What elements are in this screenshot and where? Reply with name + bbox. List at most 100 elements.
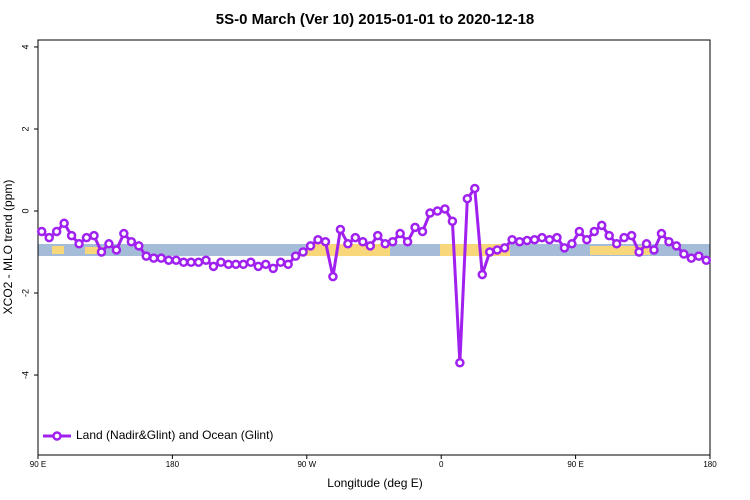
legend-marker	[52, 431, 62, 441]
point	[432, 206, 443, 216]
point	[387, 237, 398, 247]
point	[96, 247, 107, 257]
point	[171, 255, 181, 265]
legend-label: Land (Nadir&Glint) and Ocean (Glint)	[76, 428, 273, 442]
point	[484, 247, 495, 257]
x-tick-label: 90 W	[297, 460, 316, 469]
point	[634, 247, 644, 257]
point	[216, 257, 226, 268]
point	[178, 257, 189, 268]
point	[89, 230, 99, 241]
x-tick-label: 90 E	[567, 460, 583, 469]
point	[343, 239, 353, 249]
y-tick-label: 0	[20, 208, 30, 213]
point	[611, 239, 622, 249]
point	[335, 224, 346, 235]
point	[447, 216, 458, 227]
plot-frame	[37, 39, 711, 456]
point	[313, 234, 323, 245]
point	[298, 247, 308, 257]
point	[417, 226, 428, 237]
point	[51, 226, 62, 237]
point	[328, 271, 338, 282]
point	[81, 232, 92, 243]
point	[656, 228, 667, 239]
point	[163, 255, 174, 265]
point	[425, 208, 435, 218]
point	[231, 259, 241, 270]
series-line	[40, 184, 707, 363]
point	[104, 239, 114, 249]
point	[201, 255, 211, 265]
point	[365, 241, 376, 251]
x-tick-label: 0	[439, 460, 444, 469]
y-tick-label: 4	[20, 44, 30, 49]
point	[522, 235, 532, 246]
point	[193, 257, 204, 268]
point	[395, 228, 405, 239]
point	[514, 237, 525, 247]
point	[604, 230, 614, 241]
point	[410, 222, 420, 233]
point	[141, 251, 152, 261]
point	[701, 255, 712, 265]
x-tick-label: 180	[703, 460, 717, 469]
point	[283, 259, 293, 270]
point	[358, 237, 368, 247]
y-tick-label: 2	[20, 126, 30, 131]
x-tick-label: 180	[166, 460, 180, 469]
point	[186, 257, 196, 268]
point	[320, 237, 331, 247]
point	[455, 357, 465, 368]
land-patch	[52, 246, 64, 254]
point	[372, 230, 383, 241]
point	[119, 228, 129, 239]
point	[246, 257, 256, 268]
point	[567, 239, 577, 249]
point	[574, 226, 585, 237]
point	[268, 263, 278, 274]
point	[350, 232, 361, 243]
chart-title: 5S-0 March (Ver 10) 2015-01-01 to 2020-1…	[216, 11, 535, 28]
land-patch	[590, 246, 650, 255]
point	[238, 259, 249, 270]
point	[649, 245, 659, 255]
point	[686, 253, 697, 263]
point	[156, 253, 166, 263]
y-tick-label: -2	[20, 289, 30, 297]
point	[260, 259, 271, 270]
point	[462, 193, 473, 204]
point	[499, 243, 510, 253]
point	[626, 230, 637, 241]
point	[477, 269, 488, 280]
point	[507, 234, 517, 245]
point	[253, 261, 264, 272]
point	[492, 245, 502, 255]
point	[671, 241, 682, 251]
point	[537, 232, 547, 243]
point	[470, 183, 480, 194]
point	[552, 232, 562, 243]
point	[126, 237, 137, 247]
point	[134, 241, 144, 251]
point	[223, 259, 234, 270]
point	[44, 232, 54, 243]
y-axis-label: XCO2 - MLO trend (ppm)	[1, 180, 15, 315]
point	[380, 239, 390, 249]
point	[36, 226, 47, 237]
point	[529, 234, 540, 245]
point	[544, 234, 555, 245]
point	[59, 218, 69, 229]
point	[66, 230, 77, 241]
point	[596, 220, 607, 231]
point	[275, 257, 286, 268]
point	[589, 226, 600, 237]
x-axis-label: Longitude (deg E)	[327, 476, 422, 490]
point	[694, 251, 704, 261]
point	[208, 261, 219, 272]
point	[679, 249, 689, 259]
point	[664, 237, 674, 247]
point	[559, 243, 570, 253]
land-patch	[85, 247, 105, 254]
